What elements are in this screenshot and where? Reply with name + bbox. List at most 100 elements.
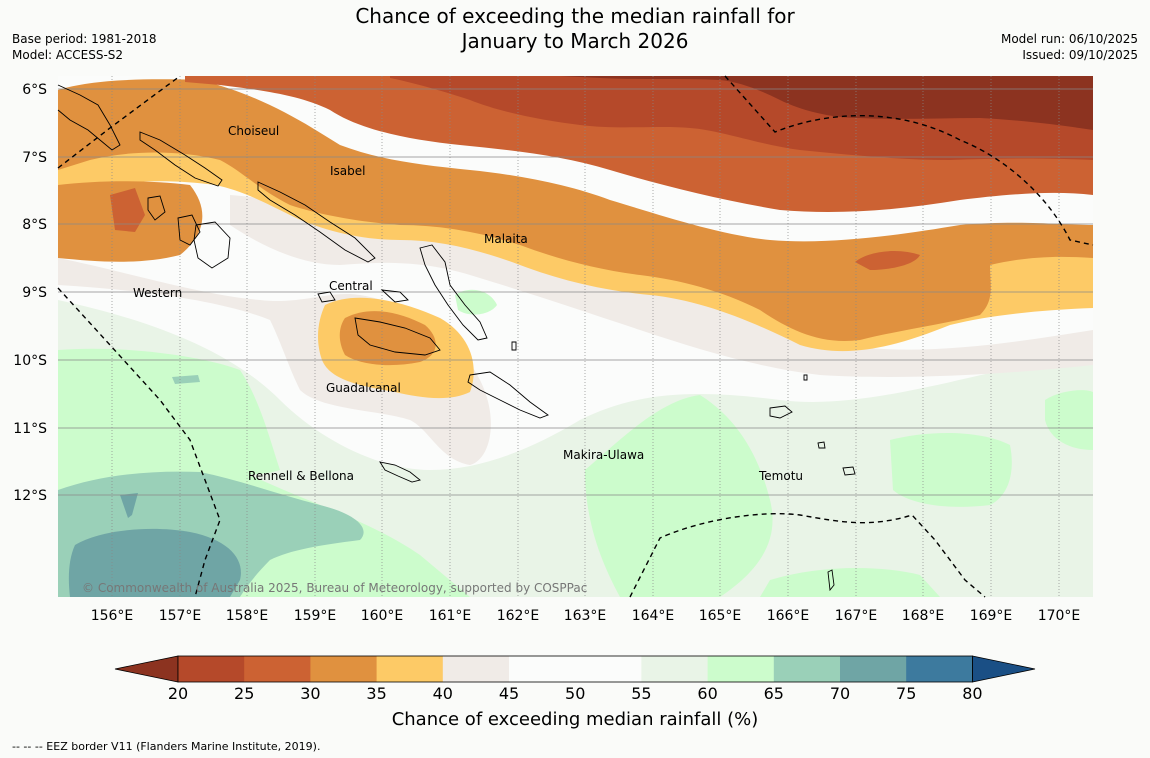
central-islands [317, 289, 409, 303]
vella-coast [147, 195, 166, 221]
lon-label: 161°E [429, 608, 472, 624]
colorbar-swatch [178, 656, 245, 682]
colorbar-swatch [773, 656, 841, 682]
graticule [58, 76, 1093, 597]
label-guadalcanal: Guadalcanal [326, 381, 401, 395]
colorbar-swatch [840, 656, 907, 682]
new-georgia-coast [177, 214, 231, 269]
coastlines [57, 84, 856, 592]
parallels [58, 88, 1093, 496]
label-makira-ulawa: Makira-Ulawa [563, 448, 644, 462]
lon-label: 165°E [699, 608, 742, 624]
lon-label: 168°E [902, 608, 945, 624]
field-35-40 [58, 79, 1093, 341]
field-45-50 [58, 195, 1093, 465]
title-line-2: January to March 2026 [461, 29, 689, 53]
colorbar-extend-low [114, 655, 179, 683]
label-choiseul: Choiseul [228, 124, 279, 138]
small-islands [511, 341, 835, 592]
choiseul-coast [139, 131, 223, 187]
colorbar-swatch [906, 656, 973, 682]
label-rennell-bellona: Rennell & Bellona [248, 469, 354, 483]
lon-label: 167°E [835, 608, 878, 624]
colorbar-tick-label: 45 [499, 684, 519, 703]
colorbar-extend-high [972, 655, 1036, 683]
colorbar-tick-label: 70 [830, 684, 850, 703]
field-60-65-central [585, 395, 773, 597]
santa-cruz-coast [769, 405, 856, 476]
field-60-65-east [890, 433, 1012, 507]
colorbar-swatch [376, 656, 444, 682]
lat-label: 11°S [13, 421, 47, 437]
lat-label: 8°S [22, 217, 47, 233]
lon-label: 169°E [970, 608, 1013, 624]
colorbar-swatch [442, 656, 510, 682]
lat-label: 6°S [22, 82, 47, 98]
lon-label: 164°E [632, 608, 675, 624]
colorbar-swatch [707, 656, 775, 682]
lon-label: 160°E [361, 608, 404, 624]
title-line-1: Chance of exceeding the median rainfall … [355, 4, 795, 28]
colorbar-swatch [244, 656, 311, 682]
colorbar-tick-label: 80 [962, 684, 982, 703]
colorbar-tick-label: 60 [697, 684, 717, 703]
colorbar-swatch [310, 656, 378, 682]
field-60-65-malaita [455, 289, 497, 315]
colorbar-title: Chance of exceeding median rainfall (%) [391, 709, 759, 730]
field-20-25 [560, 76, 1093, 130]
field-70-75-dot [172, 375, 200, 384]
label-malaita: Malaita [484, 232, 528, 246]
model-name: Model: ACCESS-S2 [12, 48, 124, 62]
colorbar-frame [177, 655, 973, 683]
malaita-coast [419, 244, 488, 341]
lat-label: 7°S [22, 150, 47, 166]
colorbar: 20 25 30 35 40 45 50 55 60 65 70 75 80 [114, 655, 1036, 703]
colorbar-swatch [575, 656, 642, 682]
lon-label: 159°E [294, 608, 337, 624]
colorbar-tick-label: 55 [631, 684, 651, 703]
colorbar-tick-label: 35 [366, 684, 386, 703]
colorbar-tick-label: 30 [300, 684, 320, 703]
colorbar-swatch [509, 656, 576, 682]
longitude-labels: 156°E 157°E 158°E 159°E 160°E 161°E 162°… [91, 608, 1081, 624]
eez-south-east [629, 513, 986, 598]
bougainville-coast [57, 84, 121, 151]
lon-label: 162°E [497, 608, 540, 624]
field-60-65-southeast [760, 568, 940, 597]
lat-label: 9°S [22, 285, 47, 301]
lon-label: 163°E [564, 608, 607, 624]
latitude-labels: 6°S 7°S 8°S 9°S 10°S 11°S 12°S [13, 82, 47, 504]
eez-north-east [724, 75, 1094, 246]
field-60-65-west [58, 348, 280, 492]
label-western: Western [133, 286, 182, 300]
lat-label: 10°S [13, 353, 47, 369]
label-central: Central [329, 279, 373, 293]
copyright-notice: © Commonwealth of Australia 2025, Bureau… [82, 581, 587, 595]
guadalcanal-coast [354, 317, 441, 356]
eez-north-west [57, 75, 181, 169]
lon-label: 166°E [767, 608, 810, 624]
colorbar-tick-label: 65 [764, 684, 784, 703]
eez-borders [57, 75, 1094, 598]
makira-coast [467, 371, 549, 419]
map-title: Chance of exceeding the median rainfall … [0, 4, 1150, 54]
colorbar-tick-label: 40 [433, 684, 453, 703]
field-70-75-small [120, 493, 138, 518]
lon-label: 157°E [159, 608, 202, 624]
colorbar-tick-label: 50 [565, 684, 585, 703]
isabel-coast [257, 181, 376, 263]
label-temotu: Temotu [758, 469, 803, 483]
lon-label: 170°E [1038, 608, 1081, 624]
rennell-coast [379, 461, 421, 483]
map-field [58, 76, 1093, 597]
base-period: Base period: 1981-2018 [12, 32, 157, 46]
colorbar-tick-label: 20 [168, 684, 188, 703]
run-info: Model run: 06/10/2025 Issued: 09/10/2025 [1001, 31, 1138, 63]
colorbar-tick-label: 25 [234, 684, 254, 703]
issued-date: Issued: 09/10/2025 [1022, 48, 1138, 62]
field-35-40-guadal [339, 311, 436, 366]
lat-label: 12°S [13, 488, 47, 504]
field-70-75 [68, 528, 241, 597]
lon-label: 158°E [226, 608, 269, 624]
